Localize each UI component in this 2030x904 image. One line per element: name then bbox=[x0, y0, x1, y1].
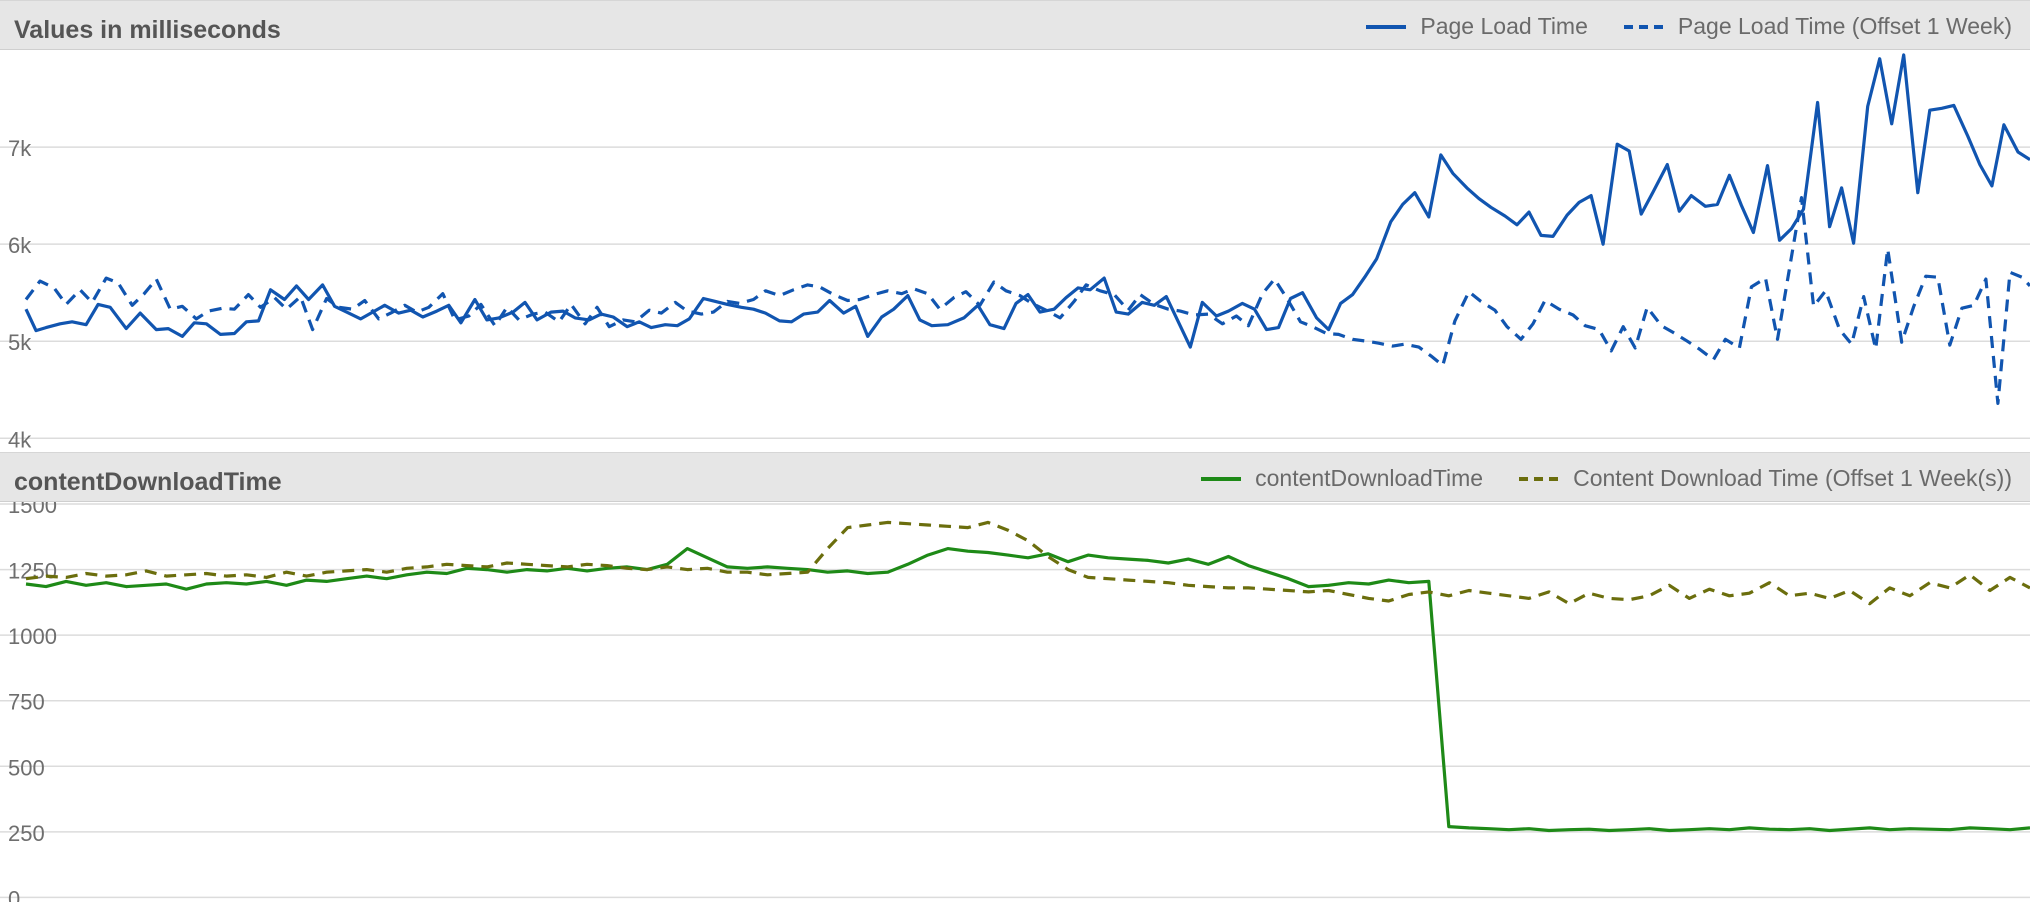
legend-swatch-dashed bbox=[1519, 476, 1560, 481]
legend-item-page-load-time-offset[interactable]: Page Load Time (Offset 1 Week) bbox=[1623, 13, 2012, 40]
page-load-chart-panel: Values in milliseconds Page Load Time Pa… bbox=[0, 0, 2030, 450]
y-tick-label: 500 bbox=[8, 755, 45, 780]
series-line-current bbox=[25, 547, 2030, 833]
legend-swatch-solid bbox=[1366, 24, 1407, 29]
legend-label: Page Load Time (Offset 1 Week) bbox=[1677, 13, 2012, 39]
series-line-offset bbox=[25, 520, 2030, 606]
legend-label: Content Download Time (Offset 1 Week(s)) bbox=[1573, 465, 2012, 491]
chart-title: contentDownloadTime bbox=[14, 468, 282, 496]
y-tick-label: 6k bbox=[8, 233, 32, 258]
y-tick-label: 5k bbox=[8, 330, 32, 355]
legend-label: Page Load Time bbox=[1420, 13, 1588, 39]
chart-legend: contentDownloadTime Content Download Tim… bbox=[1201, 465, 2012, 492]
legend-swatch-dashed bbox=[1623, 24, 1664, 29]
page-load-plot: 4k 5k 6k 7k bbox=[0, 53, 2030, 450]
legend-item-content-download-time[interactable]: contentDownloadTime bbox=[1201, 465, 1483, 492]
y-tick-label: 1500 bbox=[8, 502, 57, 518]
y-tick-label: 250 bbox=[8, 821, 45, 846]
legend-item-page-load-time[interactable]: Page Load Time bbox=[1366, 13, 1588, 40]
legend-label: contentDownloadTime bbox=[1255, 465, 1484, 491]
chart-header: Values in milliseconds Page Load Time Pa… bbox=[0, 0, 2030, 50]
chart-header: contentDownloadTime contentDownloadTime … bbox=[0, 452, 2030, 502]
series-line-offset bbox=[24, 196, 2030, 405]
y-tick-label: 7k bbox=[8, 136, 32, 161]
y-tick-label: 1250 bbox=[8, 559, 57, 584]
chart-legend: Page Load Time Page Load Time (Offset 1 … bbox=[1366, 13, 2012, 40]
y-tick-label: 1000 bbox=[8, 624, 57, 649]
content-download-chart-panel: contentDownloadTime contentDownloadTime … bbox=[0, 452, 2030, 904]
y-tick-label: 750 bbox=[8, 690, 45, 715]
legend-item-content-download-time-offset[interactable]: Content Download Time (Offset 1 Week(s)) bbox=[1519, 465, 2012, 492]
content-download-plot: 0 250 500 750 1000 1250 1500 bbox=[0, 502, 2030, 902]
series-line-current bbox=[24, 53, 2030, 349]
legend-swatch-solid bbox=[1201, 476, 1242, 481]
y-tick-label: 4k bbox=[8, 427, 32, 450]
chart-title: Values in milliseconds bbox=[14, 16, 281, 44]
y-tick-label: 0 bbox=[8, 886, 20, 902]
